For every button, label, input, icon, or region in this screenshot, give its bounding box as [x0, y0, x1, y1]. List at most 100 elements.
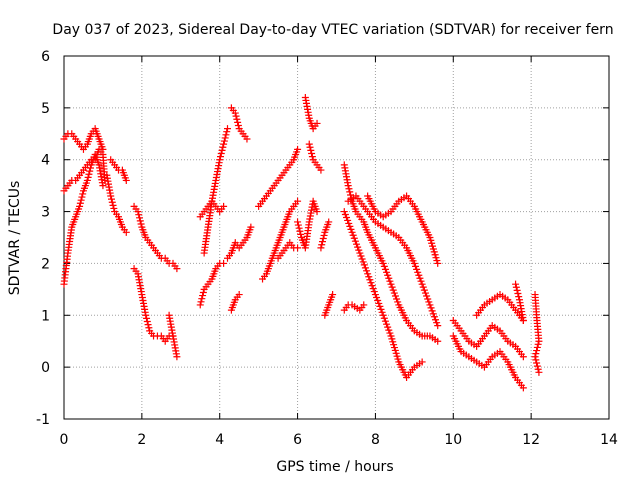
x-tick-label: 6 [293, 432, 302, 448]
data-point [393, 295, 401, 303]
data-point [384, 271, 392, 279]
data-point [319, 235, 327, 243]
data-point [532, 350, 540, 358]
data-point [380, 314, 388, 322]
data-point [385, 274, 393, 282]
y-tick-label: 5 [41, 101, 50, 117]
data-point [416, 274, 424, 282]
data-point [107, 192, 115, 200]
data-point [381, 265, 389, 273]
data-point [430, 313, 438, 321]
data-point [350, 234, 358, 242]
data-point [418, 280, 426, 288]
data-point [218, 146, 226, 154]
series-arc-9 [196, 259, 228, 309]
data-point [429, 310, 437, 318]
data-point [357, 252, 365, 260]
data-marks [60, 93, 543, 392]
x-tick-label: 10 [444, 432, 462, 448]
data-point [425, 298, 433, 306]
data-point [78, 193, 86, 201]
series-arc-23 [340, 161, 442, 345]
data-point [423, 292, 431, 300]
data-point [411, 262, 419, 270]
y-tick-label: 6 [41, 49, 50, 65]
data-point [294, 145, 302, 153]
series-arc-14 [227, 291, 243, 314]
data-point [381, 317, 389, 325]
data-point [86, 164, 94, 172]
data-point [384, 323, 392, 331]
x-tick-label: 8 [371, 432, 380, 448]
data-point [364, 270, 372, 278]
data-point [428, 307, 436, 315]
data-point [519, 316, 527, 324]
data-point [308, 153, 316, 161]
data-point [379, 311, 387, 319]
x-tick-label: 0 [60, 432, 69, 448]
data-point [217, 149, 225, 157]
data-point [295, 224, 303, 232]
data-point [346, 188, 354, 196]
series-arc-1 [60, 125, 107, 153]
data-point [353, 240, 361, 248]
data-point [534, 340, 542, 348]
data-point [415, 271, 423, 279]
data-point [414, 268, 422, 276]
data-point [535, 337, 543, 345]
data-point [76, 199, 84, 207]
data-point [308, 149, 316, 157]
series-arc-5 [107, 156, 130, 184]
data-point [296, 227, 304, 235]
data-point [142, 311, 150, 319]
data-point [313, 208, 321, 216]
data-point [231, 109, 239, 117]
data-point [417, 277, 425, 285]
series-arc-17 [274, 239, 302, 262]
data-point [519, 353, 527, 361]
data-point [145, 324, 153, 332]
data-point [216, 153, 224, 161]
y-tick-label: -1 [36, 412, 50, 428]
series-arc-19 [294, 197, 321, 252]
data-point [426, 301, 434, 309]
series-arc-29 [449, 332, 527, 392]
series-arc-7 [130, 265, 177, 345]
series-arc-22 [321, 291, 337, 319]
data-point [294, 244, 302, 252]
data-point [418, 358, 426, 366]
data-point [306, 143, 314, 151]
data-point [344, 182, 352, 190]
data-point [199, 292, 207, 300]
data-point [216, 156, 224, 164]
data-point [341, 211, 349, 219]
data-point [107, 195, 115, 203]
data-point [136, 214, 144, 222]
data-point [220, 140, 228, 148]
y-axis-label: SDTVAR / TECUs [7, 181, 23, 296]
data-point [434, 337, 442, 345]
data-point [199, 288, 207, 296]
y-tick-label: 3 [41, 205, 50, 221]
data-point [110, 204, 118, 212]
data-point [317, 166, 325, 174]
x-axis-label: GPS time / hours [276, 459, 393, 475]
data-point [367, 279, 375, 287]
data-point [307, 146, 315, 154]
data-point [533, 347, 541, 355]
chart-title: Day 037 of 2023, Sidereal Day-to-day VTE… [52, 22, 613, 38]
data-point [122, 228, 130, 236]
data-point [419, 283, 427, 291]
data-point [223, 128, 231, 136]
series-arc-2 [60, 145, 109, 195]
data-point [388, 283, 396, 291]
data-point [345, 185, 353, 193]
data-point [366, 276, 374, 284]
data-point [305, 140, 313, 148]
data-point [378, 308, 386, 316]
series-arc-8 [165, 311, 181, 361]
data-point [108, 198, 116, 206]
series-arc-3 [60, 151, 107, 288]
